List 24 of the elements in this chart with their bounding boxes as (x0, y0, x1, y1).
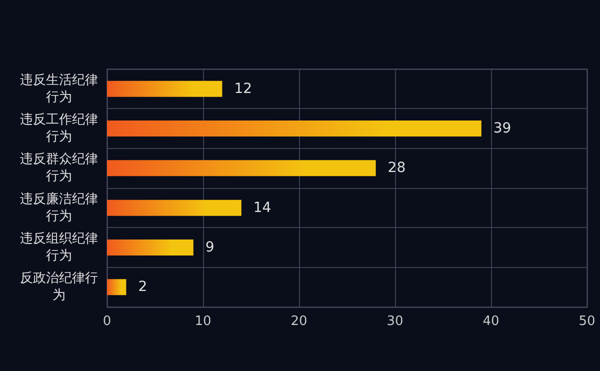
bar (107, 80, 222, 97)
x-tick-label: 20 (290, 314, 308, 329)
x-tick-label: 10 (194, 314, 212, 329)
bar (107, 240, 194, 256)
y-tick-label: 反政治纪律行为 (20, 271, 98, 304)
x-tick-label: 40 (482, 314, 500, 329)
y-tick-label: 违反生活纪律行为 (20, 72, 98, 105)
x-tick-label: 50 (578, 314, 596, 329)
bar (107, 200, 242, 216)
bar (107, 120, 482, 136)
y-tick-label: 违反组织纪律行为 (20, 232, 98, 264)
data-label: 14 (253, 200, 272, 216)
data-label: 2 (138, 279, 148, 296)
data-label: 28 (388, 160, 406, 176)
y-tick-label: 违反廉洁纪律行为 (20, 192, 98, 224)
x-tick-label: 30 (386, 314, 404, 329)
bar (107, 279, 126, 296)
bar (107, 160, 376, 176)
data-label: 12 (234, 80, 252, 97)
y-tick-label: 违反群众纪律行为 (20, 152, 98, 184)
data-label: 9 (205, 240, 214, 256)
x-tick-label: 0 (102, 314, 112, 329)
data-label: 39 (493, 120, 512, 136)
y-tick-label: 违反工作纪律行为 (20, 112, 98, 144)
